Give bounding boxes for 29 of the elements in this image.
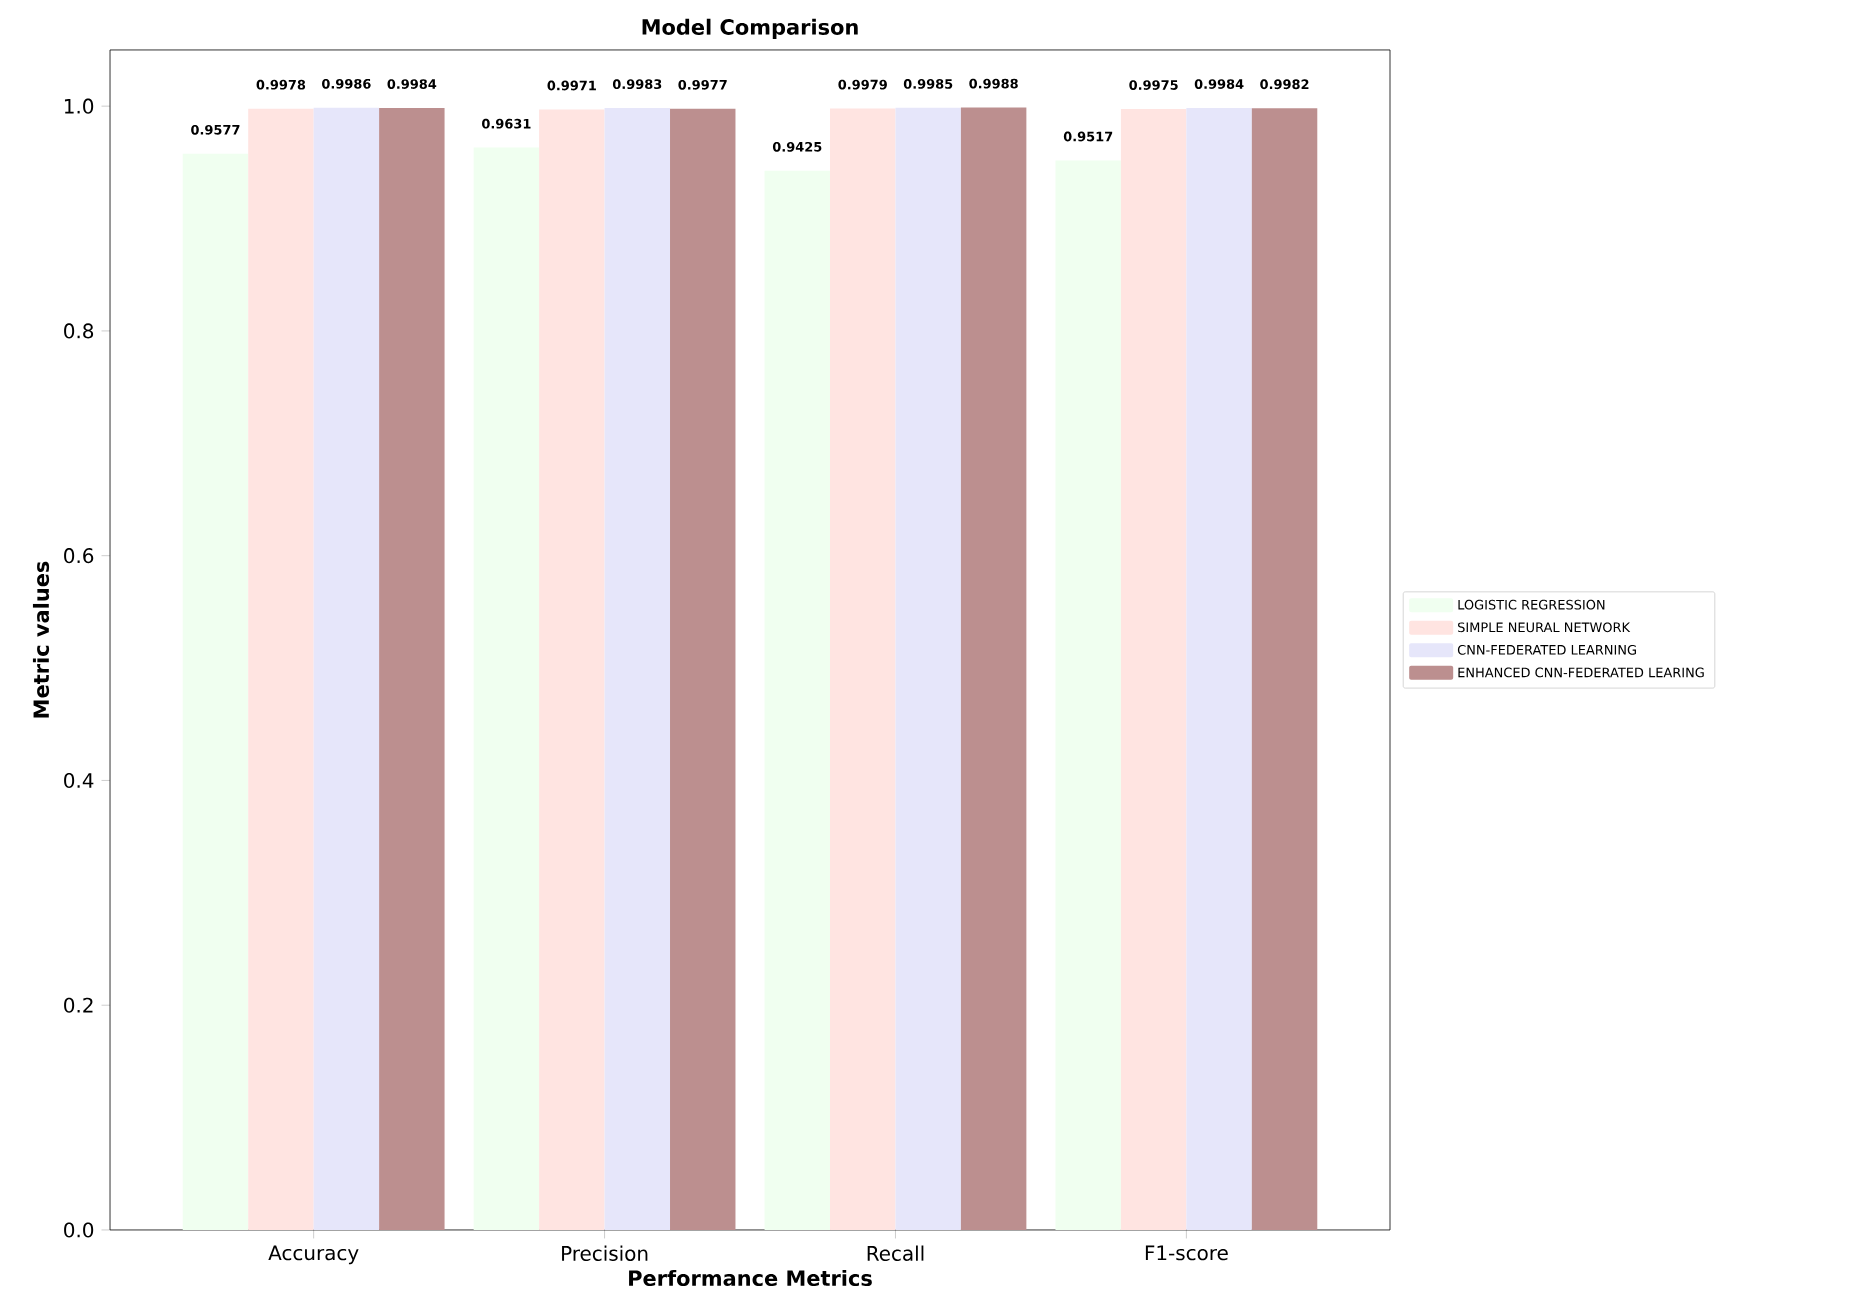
- bar: [1055, 160, 1121, 1230]
- y-tick-label: 1.0: [64, 98, 94, 114]
- bar: [1120, 108, 1187, 1230]
- bar: [670, 108, 736, 1230]
- x-tick-label: Recall: [867, 1245, 924, 1261]
- y-axis-title: Metric values: [32, 561, 50, 718]
- bar: [379, 107, 445, 1230]
- bar: [313, 107, 380, 1230]
- bar: [248, 108, 314, 1230]
- y-tick-label: 0.6: [64, 548, 94, 564]
- bar: [764, 170, 831, 1230]
- bar: [539, 109, 605, 1230]
- x-tick-label: Precision: [562, 1245, 648, 1261]
- y-tick-label: 0.2: [64, 997, 93, 1013]
- x-axis-title: Performance Metrics: [629, 1269, 872, 1287]
- bar: [895, 107, 961, 1230]
- y-tick-label: 0.0: [64, 1222, 94, 1238]
- y-tick-label: 0.8: [64, 323, 94, 339]
- bar: [830, 108, 896, 1230]
- x-tick-label: Accuracy: [268, 1245, 359, 1265]
- bar: [182, 153, 249, 1230]
- bar: [604, 108, 671, 1230]
- x-tick-label: F1-score: [1145, 1245, 1228, 1261]
- bar: [1186, 107, 1252, 1230]
- chart-title: Model Comparison: [642, 18, 858, 39]
- bar: [473, 147, 540, 1230]
- bar: [960, 107, 1027, 1230]
- bar: [1251, 108, 1318, 1230]
- y-tick-label: 0.4: [64, 772, 94, 788]
